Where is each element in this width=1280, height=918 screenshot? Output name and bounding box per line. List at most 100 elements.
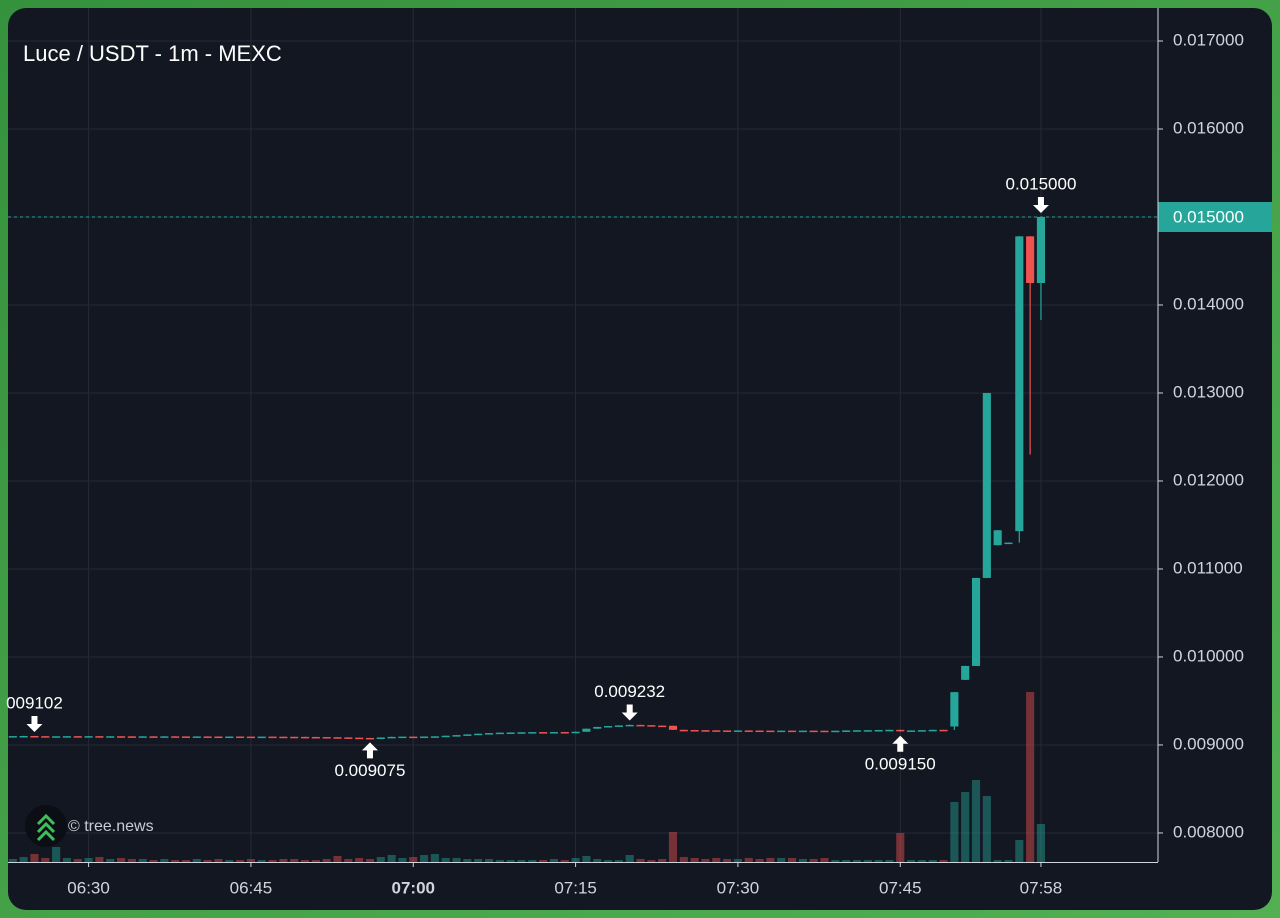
volume-bar (149, 860, 158, 862)
candle-body (84, 736, 93, 738)
volume-bar (787, 858, 797, 862)
watermark: © tree.news (25, 805, 154, 847)
volume-bar (647, 860, 656, 862)
last-price-box (1158, 201, 1272, 232)
volume-bar (8, 859, 17, 862)
volume-bar (30, 854, 39, 862)
volume-bar (474, 859, 483, 862)
candle-body (701, 730, 710, 732)
volume-bar (290, 859, 299, 862)
volume-bar (950, 802, 959, 862)
candle-body (268, 736, 277, 739)
volume-bar (971, 780, 981, 862)
x-tick-label: 07:45 (879, 878, 922, 897)
candle-body (441, 735, 450, 738)
volume-bar (19, 857, 28, 862)
volume-bar (160, 859, 169, 862)
volume-bar (842, 860, 851, 862)
volume-bar (658, 859, 667, 862)
volume-bar (885, 860, 894, 862)
volume-bar (961, 792, 970, 862)
y-tick-label: 0.010000 (1173, 646, 1244, 665)
candle-body (528, 732, 537, 734)
volume-bar (744, 858, 753, 862)
candle-body (181, 736, 191, 738)
volume-bar (614, 860, 623, 862)
volume-bar (1004, 860, 1013, 862)
volume-bar (420, 855, 429, 862)
watermark-text: © tree.news (68, 818, 154, 835)
y-tick-label: 0.009000 (1173, 734, 1244, 753)
volume-bar (116, 858, 126, 862)
candle-body (463, 734, 472, 736)
volume-bar (214, 859, 223, 862)
candle-body (62, 736, 71, 738)
x-tick-label: 07:00 (392, 878, 435, 897)
volume-bar (625, 855, 634, 862)
x-tick-label: 06:45 (230, 878, 273, 897)
volume-bar (582, 856, 591, 862)
candle-body (506, 732, 515, 734)
volume-bar (463, 859, 472, 862)
volume-bar (333, 856, 342, 862)
volume-bar (1015, 840, 1024, 862)
candle-body (603, 726, 613, 728)
volume-bar (452, 858, 461, 862)
candle-body (755, 730, 764, 733)
annotation-label: 0.009232 (594, 682, 665, 701)
candle-body (430, 736, 439, 738)
volume-bar (311, 860, 320, 862)
volume-bar (539, 860, 548, 862)
candle-body (874, 730, 883, 732)
candle-body (885, 729, 894, 732)
y-tick-label: 0.012000 (1173, 470, 1244, 489)
candle-layer (8, 216, 1046, 740)
candle-body (744, 730, 753, 732)
candle-body (787, 730, 797, 733)
candle-body (658, 725, 667, 728)
y-tick-label: 0.017000 (1173, 30, 1244, 49)
candle-body (257, 736, 266, 739)
volume-bar (1026, 692, 1035, 862)
candle-body (322, 737, 331, 739)
candle-body (549, 732, 559, 734)
volume-bar (171, 860, 180, 862)
candle-body (127, 736, 136, 738)
volume-bar (365, 859, 375, 862)
volume-bar (549, 859, 559, 862)
candle-body (982, 392, 991, 578)
annotation-arrow (361, 742, 378, 759)
volume-bar (690, 858, 699, 862)
candle-body (246, 736, 255, 739)
candle-body (625, 724, 634, 727)
volume-bar (777, 858, 786, 862)
volume-bar (376, 857, 385, 862)
candle-body (300, 736, 310, 739)
candle-body (1026, 236, 1035, 283)
candle-body (376, 737, 385, 739)
candle-body (733, 730, 742, 732)
volume-bar (268, 860, 277, 862)
candle-body (798, 730, 807, 733)
candle-body (484, 733, 494, 735)
candle-body (809, 730, 818, 733)
candle-body (820, 730, 829, 733)
annotation-label: 0.015000 (1006, 174, 1077, 193)
volume-bar (517, 860, 526, 862)
candle-body (355, 737, 364, 740)
overlay: 0.008000 0.009000 0.010000 0.011000 0.012000… (6, 30, 1272, 897)
volume-bar (982, 796, 991, 862)
volume-bar (506, 860, 515, 862)
x-tick-label: 06:30 (67, 878, 110, 897)
candle-body (539, 732, 548, 734)
candle-body (225, 736, 234, 739)
panel (8, 8, 1272, 910)
candle-body (950, 692, 959, 727)
candle-body (917, 730, 926, 732)
candle-body (214, 736, 223, 739)
volume-bar (766, 858, 775, 862)
candle-body (19, 735, 28, 738)
volume-bar (52, 847, 61, 862)
candle-body (138, 736, 147, 738)
